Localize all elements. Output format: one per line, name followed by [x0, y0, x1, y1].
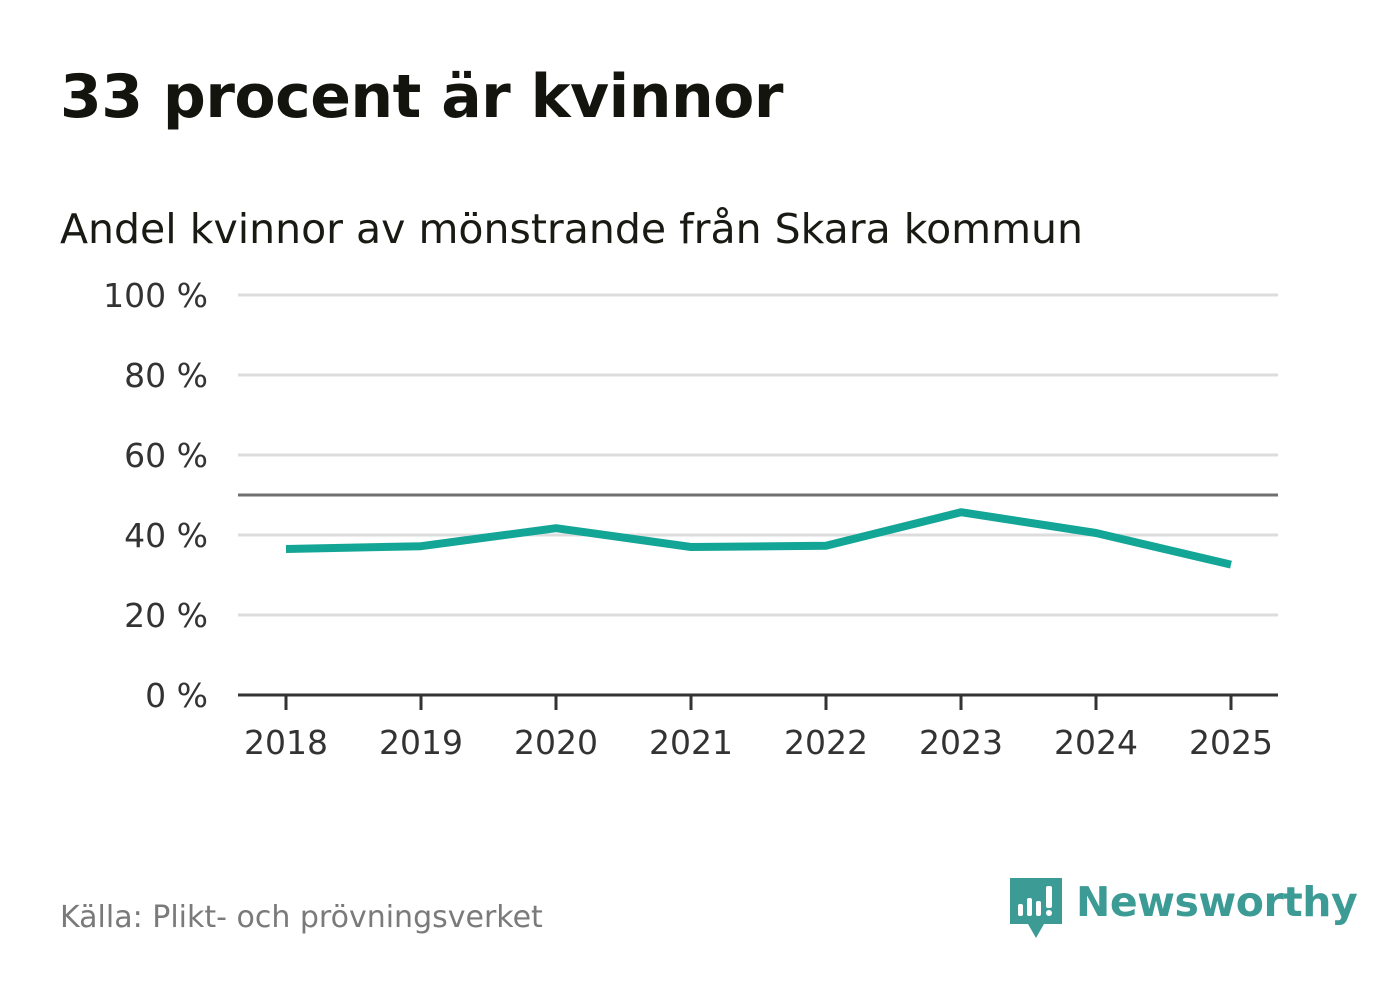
- logo-text: Newsworthy: [1076, 878, 1358, 926]
- x-tick-label: 2021: [649, 723, 733, 762]
- x-tick-label: 2023: [919, 723, 1003, 762]
- y-tick-label: 40 %: [124, 516, 208, 555]
- y-tick-label: 0 %: [145, 676, 208, 715]
- chart-headline: 33 procent är kvinnor: [60, 62, 783, 132]
- newsworthy-logo: Newsworthy: [1010, 878, 1358, 942]
- x-tick-label: 2020: [514, 723, 598, 762]
- x-tick-label: 2022: [784, 723, 868, 762]
- chart-subtitle: Andel kvinnor av mönstrande från Skara k…: [60, 205, 1083, 253]
- y-tick-label: 60 %: [124, 436, 208, 475]
- y-tick-labels: 0 % 20 % 40 % 60 % 80 % 100 %: [103, 276, 208, 715]
- series-layer: [285, 508, 1232, 569]
- x-tick-label: 2024: [1054, 723, 1138, 762]
- x-tick-label: 2018: [244, 723, 328, 762]
- line-chart: 0 % 20 % 40 % 60 % 80 % 100 % 2018 2019 2020 202…: [103, 276, 1278, 762]
- gridlines: [238, 293, 1278, 617]
- x-tick-label: 2025: [1189, 723, 1273, 762]
- x-axis: [238, 693, 1278, 710]
- y-tick-label: 100 %: [103, 276, 208, 315]
- y-tick-label: 80 %: [124, 356, 208, 395]
- x-tick-label: 2019: [379, 723, 463, 762]
- x-tick-labels: 2018 2019 2020 2021 2022 2023 2024 2025: [244, 723, 1273, 762]
- y-tick-label: 20 %: [124, 596, 208, 635]
- source-note: Källa: Plikt- och prövningsverket: [60, 900, 543, 935]
- series-line: [285, 508, 1232, 569]
- newsworthy-bar-chart-icon: [1010, 878, 1062, 938]
